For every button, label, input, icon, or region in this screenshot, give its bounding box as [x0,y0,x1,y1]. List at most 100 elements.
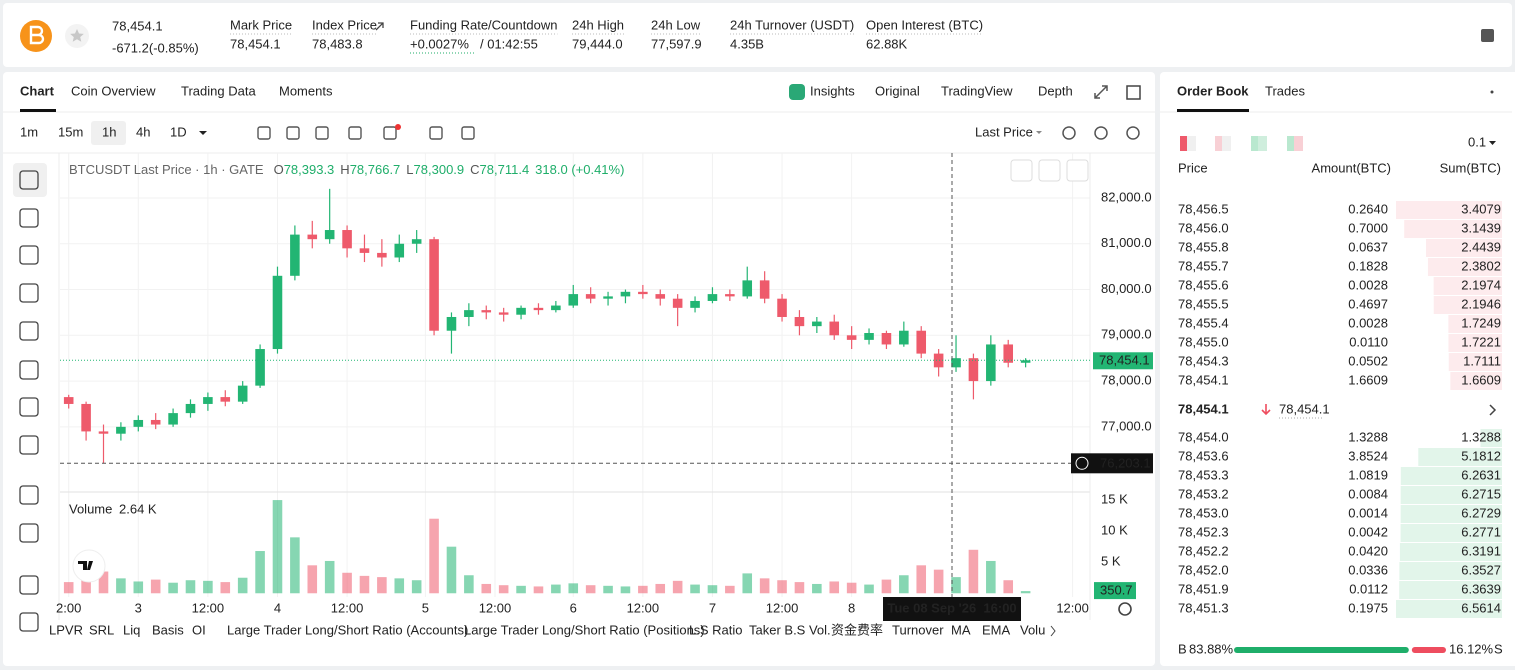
chart-control[interactable] [1038,159,1061,182]
indicator-tab[interactable]: EMA [982,622,1011,637]
toolbar-icon[interactable] [429,126,443,140]
drawing-tool[interactable] [19,360,39,380]
volume-bar [551,584,561,594]
indicator-tab[interactable]: Basis [152,622,184,637]
drawing-tool[interactable] [19,612,39,632]
indicator-tab[interactable]: SRL [89,622,114,637]
ob-tab[interactable]: Trades [1265,83,1305,98]
settings-icon[interactable] [1118,602,1132,616]
window-icon[interactable] [1126,85,1141,100]
candle-body [446,316,457,331]
ob-precision[interactable]: 0.1 [1468,134,1486,149]
ob-amount: 0.0084 [1348,486,1388,501]
drawing-tool[interactable] [19,435,39,455]
volume-bar [881,579,892,594]
depth-bar [1399,581,1502,599]
ob-price[interactable]: 78,452.3 [1178,524,1229,539]
candle-body [272,275,283,350]
ob-price[interactable]: 78,454.1 [1178,372,1229,387]
chart-control[interactable] [1010,159,1033,182]
ob-price[interactable]: 78,451.9 [1178,581,1229,596]
toolbar-icon[interactable] [461,126,475,140]
drawing-tool[interactable] [19,485,39,505]
ob-price[interactable]: 78,454.0 [1178,429,1229,444]
candle-body [429,239,439,331]
price-type-select[interactable]: Last Price [975,124,1033,139]
toolbar-icon[interactable] [1062,126,1076,140]
ob-price[interactable]: 78,451.3 [1178,600,1229,615]
ob-price[interactable]: 78,455.6 [1178,277,1229,292]
indicator-tab[interactable]: LPVR [49,622,83,637]
indicator-tab[interactable]: L.S Ratio [689,622,742,637]
ob-more[interactable] [1489,404,1497,416]
stat-label: Funding Rate/Countdown [410,17,557,32]
toolbar-icon[interactable] [286,126,300,140]
ob-price[interactable]: 78,455.8 [1178,239,1229,254]
drawing-tool[interactable] [19,208,39,228]
interval-button[interactable]: 1D [170,124,187,139]
ob-price[interactable]: 78,453.3 [1178,467,1229,482]
toolbar-icon[interactable] [257,126,271,140]
drawing-tool[interactable] [19,321,39,341]
legend-part: BTCUSDT Last Price · 1h · GATE [69,162,264,177]
view-tab[interactable]: TradingView [941,83,1013,98]
drawing-tool[interactable] [19,283,39,303]
indicator-tab[interactable]: Liq [123,622,140,637]
ob-price[interactable]: 78,455.0 [1178,334,1229,349]
toolbar-icon[interactable] [315,126,329,140]
coin-logo-mark [29,25,45,45]
indicator-tab[interactable]: 资金费率 [831,622,883,637]
chart-tab[interactable]: Moments [279,83,333,98]
toolbar-icon[interactable] [348,126,362,140]
menu-button[interactable] [1481,29,1494,42]
scroll-right[interactable] [1050,625,1056,637]
drawing-tool[interactable] [19,397,39,417]
depth-bar [1404,220,1502,238]
ob-tab[interactable]: Order Book [1177,83,1249,98]
chart-tab[interactable]: Coin Overview [71,83,156,98]
indicator-tab[interactable]: MA [951,622,971,637]
indicator-tab[interactable]: Taker B.S Vol. [749,622,831,637]
expand-icon[interactable] [1094,85,1108,99]
ob-price[interactable]: 78,455.5 [1178,296,1229,311]
drawing-tool[interactable] [19,245,39,265]
view-tab[interactable]: Original [875,83,920,98]
ob-price[interactable]: 78,453.0 [1178,505,1229,520]
toolbar-icon[interactable] [1094,126,1108,140]
candle-body [377,252,387,258]
ob-menu[interactable] [1490,90,1494,94]
chart-tab[interactable]: Chart [20,83,55,98]
ob-price[interactable]: 78,455.4 [1178,315,1229,330]
ob-price[interactable]: 78,453.6 [1178,448,1229,463]
drawing-tool[interactable] [19,523,39,543]
interval-button[interactable]: 1m [20,124,38,139]
drawing-tool[interactable] [19,575,39,595]
ob-price[interactable]: 78,454.3 [1178,353,1229,368]
ob-price[interactable]: 78,452.0 [1178,562,1229,577]
chart-tab[interactable]: Trading Data [181,83,256,98]
indicator-tab[interactable]: Large Trader Long/Short Ratio (Accounts) [227,622,468,637]
ob-price[interactable]: 78,456.5 [1178,201,1229,216]
view-tab[interactable]: Depth [1038,83,1073,98]
view-tab[interactable]: Insights [810,83,855,98]
indicator-tab[interactable]: Turnover [892,622,944,637]
ob-price[interactable]: 78,456.0 [1178,220,1229,235]
x-tick-label: 5 [422,600,429,615]
toolbar-icon[interactable] [1126,126,1140,140]
toolbar-icon[interactable] [383,126,397,140]
stat-value: 62.88K [866,36,908,51]
candle-body [516,307,526,315]
x-tick-label: 3 [135,600,142,615]
indicator-tab[interactable]: Volu [1020,622,1045,637]
ob-price[interactable]: 78,455.7 [1178,258,1229,273]
indicator-tab[interactable]: OI [192,622,206,637]
indicator-tab[interactable]: Large Trader Long/Short Ratio (Positions… [464,622,705,637]
ob-price[interactable]: 78,453.2 [1178,486,1229,501]
sell-ratio-bar [1411,647,1446,653]
drawing-tool[interactable] [19,170,39,190]
ob-price[interactable]: 78,452.2 [1178,543,1229,558]
chart-control[interactable] [1066,159,1089,182]
interval-button[interactable]: 4h [136,124,150,139]
interval-button[interactable]: 1h [102,124,116,139]
interval-button[interactable]: 15m [58,124,83,139]
